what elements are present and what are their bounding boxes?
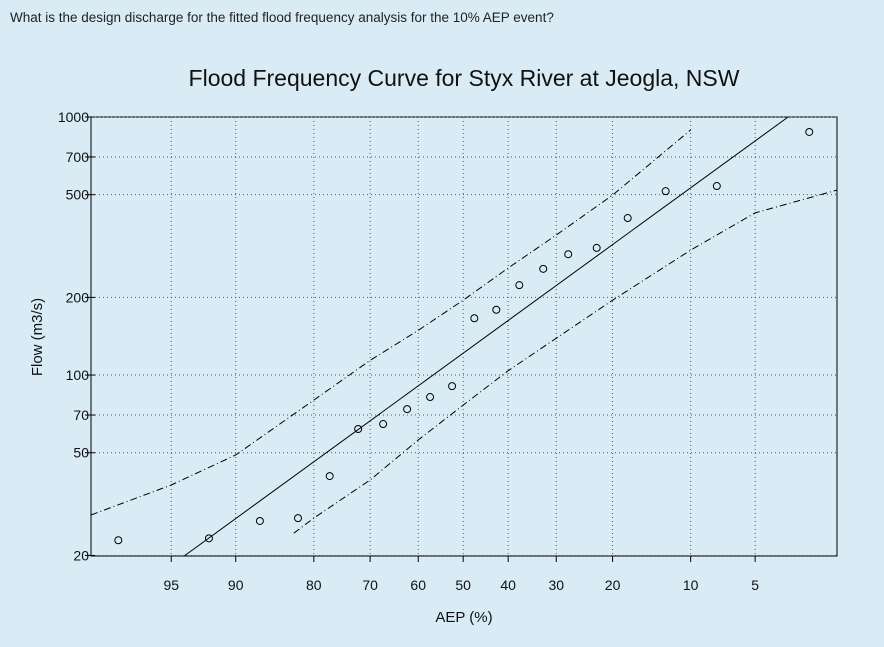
data-point: [492, 305, 501, 314]
x-axis-label: AEP (%): [435, 609, 492, 626]
confidence-bound: [90, 129, 692, 516]
data-point: [379, 420, 388, 429]
x-tick-label: 80: [306, 577, 322, 593]
x-tick-label: 20: [605, 577, 621, 593]
data-point: [403, 405, 412, 414]
y-tick-label: 100: [66, 367, 90, 383]
y-tick-label: 70: [73, 407, 89, 423]
data-point: [564, 250, 573, 259]
data-point: [255, 516, 264, 525]
x-tick-label: 40: [500, 577, 516, 593]
x-tick-label: 5: [751, 577, 759, 593]
data-point: [114, 536, 123, 545]
y-tick-label: 700: [66, 149, 90, 165]
data-point: [539, 264, 548, 273]
x-tick-label: 90: [228, 577, 244, 593]
data-point: [592, 243, 601, 252]
data-point: [448, 382, 457, 391]
y-tick-label: 1000: [58, 109, 89, 125]
plot-frame: [90, 116, 838, 557]
data-point: [325, 472, 334, 481]
data-point: [623, 214, 632, 223]
question: What is the design discharge for the fit…: [10, 10, 554, 25]
x-tick-label: 30: [548, 577, 564, 593]
y-tick-label: 50: [73, 445, 89, 461]
data-point: [805, 127, 814, 136]
x-tick-label: 50: [455, 577, 471, 593]
data-point: [354, 424, 363, 433]
y-tick-label: 500: [66, 187, 90, 203]
x-tick-label: 95: [163, 577, 179, 593]
data-point: [661, 187, 670, 196]
data-point: [470, 314, 479, 323]
data-point: [426, 393, 435, 402]
y-tick-label: 20: [73, 547, 89, 563]
data-point: [204, 534, 213, 543]
data-point: [515, 281, 524, 290]
chart-title: Flood Frequency Curve for Styx River at …: [189, 65, 740, 91]
confidence-bound: [293, 189, 838, 534]
y-axis-label: Flow (m3/s): [29, 298, 46, 376]
x-tick-label: 60: [410, 577, 426, 593]
y-tick-label: 200: [66, 289, 90, 305]
data-point: [712, 182, 721, 191]
x-tick-label: 70: [362, 577, 378, 593]
data-point: [293, 514, 302, 523]
fitted-line: [183, 116, 789, 557]
x-tick-label: 10: [683, 577, 699, 593]
